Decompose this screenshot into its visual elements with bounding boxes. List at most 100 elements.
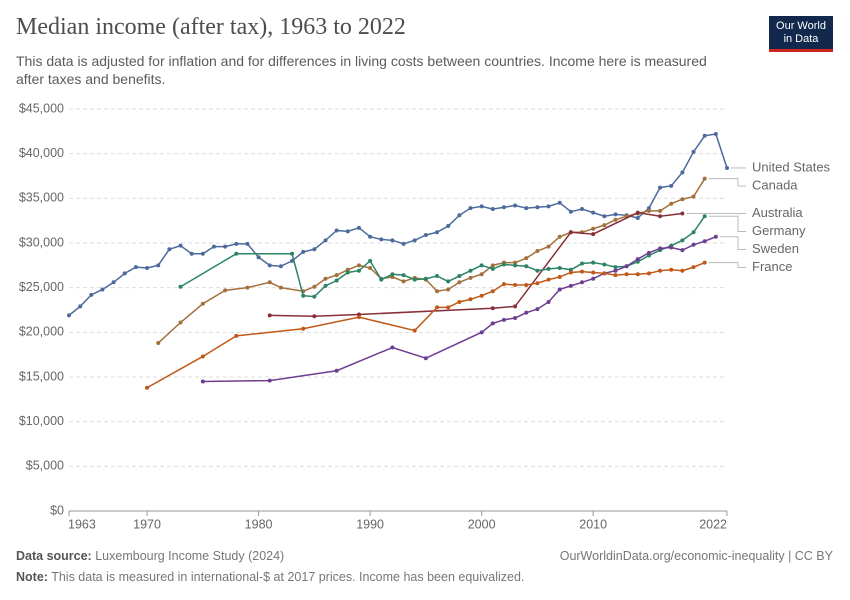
x-tick-label: 2022 [699,517,727,531]
point [546,299,551,304]
point [680,197,685,202]
point [568,283,573,288]
point [390,238,395,243]
point [702,239,707,244]
point [267,378,272,383]
point [401,273,406,278]
x-tick-label: 1970 [133,517,161,531]
point [524,310,529,315]
point [702,260,707,265]
point [278,264,283,269]
point [557,200,562,205]
point [646,208,651,213]
point [602,271,607,276]
legend-connector [719,236,746,251]
point [669,245,674,250]
y-tick-label: $20,000 [19,325,64,339]
point [356,315,361,320]
point [200,251,205,256]
point [669,201,674,206]
point [725,165,729,170]
point [713,132,718,137]
legend-label: Sweden [752,241,799,256]
point [256,255,261,260]
point [234,251,239,256]
point [546,204,551,209]
point [334,368,339,373]
point [535,268,540,273]
point [546,244,551,249]
point [568,209,573,214]
point [501,282,506,287]
y-tick-label: $35,000 [19,191,64,205]
point [446,224,451,229]
point [669,267,674,272]
note: Note: This data is measured in internati… [16,570,524,584]
point [624,264,629,269]
point [702,214,707,219]
point [691,265,696,270]
title: Median income (after tax), 1963 to 2022 [16,14,406,40]
point [513,263,518,268]
point [479,293,484,298]
point [613,265,618,270]
logo[interactable]: Our World in Data [769,16,833,52]
point [557,287,562,292]
point [658,214,663,219]
point [78,304,83,309]
point [501,262,506,267]
point [580,207,585,212]
point [535,249,540,254]
legend-label: Canada [752,177,798,192]
point [156,341,161,346]
point [524,206,529,211]
point [646,250,651,255]
point [89,292,94,297]
point [223,244,228,249]
legend-connector [708,262,746,269]
point [546,277,551,282]
point [223,288,228,293]
point [680,170,685,175]
point [122,271,127,276]
line [269,211,683,318]
point [145,385,150,390]
point [680,268,685,273]
point [513,282,518,287]
line [157,178,706,344]
point [658,185,663,190]
point [178,284,183,289]
point [591,210,596,215]
point [557,234,562,239]
point [501,317,506,322]
point [323,238,328,243]
point [156,263,161,268]
x-tick-label: 1963 [68,517,96,531]
url[interactable]: OurWorldinData.org/economic-inequality |… [559,549,833,563]
point [602,223,607,228]
point [635,272,640,277]
point [457,299,462,304]
point [613,212,618,217]
point [200,301,205,306]
y-tick-label: $30,000 [19,235,64,249]
point [234,241,239,246]
point [591,226,596,231]
legend-label: Australia [752,205,803,220]
point [591,232,596,237]
point [423,276,428,281]
point [435,305,440,310]
point [334,278,339,283]
point [658,246,663,251]
point [535,281,540,286]
point [423,356,428,361]
point [613,217,618,222]
point [345,270,350,275]
point [680,211,685,216]
point [557,274,562,279]
point [468,268,473,273]
point [334,273,339,278]
y-tick-label: $25,000 [19,280,64,294]
point [312,247,317,252]
point [178,243,183,248]
